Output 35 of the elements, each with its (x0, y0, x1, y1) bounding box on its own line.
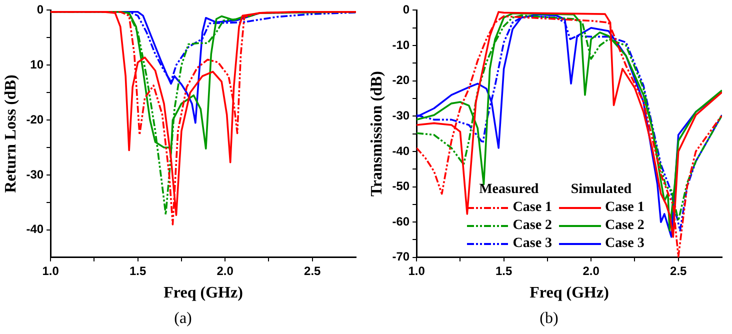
y-tick-label: 0 (402, 2, 410, 17)
legend-label: Case 1 (512, 199, 552, 218)
x-tick-label: 2.0 (582, 264, 600, 278)
annotation: Measured (478, 181, 540, 200)
x-tick-label: 1.0 (408, 264, 426, 278)
y-tick-label: -60 (392, 214, 410, 228)
y-tick-label: -30 (392, 108, 410, 122)
y-tick-label: -20 (26, 112, 44, 126)
legend-label: Case 1 (605, 199, 644, 218)
y-axis-title: Transmission (dB) (368, 71, 386, 197)
x-tick-label: 1.0 (42, 264, 60, 278)
text: (a) (173, 310, 193, 328)
y-tick-label: -20 (392, 73, 410, 88)
legend-label: Case 3 (512, 235, 552, 254)
x-tick-label: 2.0 (216, 264, 234, 278)
y-tick-label: 10 (30, 57, 44, 72)
y-tick-label: -70 (392, 250, 410, 264)
y-tick-label: -10 (392, 38, 410, 52)
y-tick-label: -40 (392, 144, 410, 158)
legend-label: Case 2 (512, 217, 552, 236)
y-tick-label: -40 (26, 222, 44, 236)
legend-label: Case 2 (605, 217, 644, 236)
y-axis-title: Return Loss (dB) (2, 74, 20, 193)
y-tick-label: -30 (26, 167, 44, 182)
legend-label: Case 3 (605, 235, 644, 254)
y-tick-label: -50 (392, 179, 410, 194)
annotation: Simulated (570, 181, 633, 200)
y-tick-label: 0 (36, 2, 44, 17)
x-tick-label: 1.5 (495, 264, 512, 278)
text: (b) (538, 310, 560, 328)
x-tick-label: 2.5 (304, 264, 322, 278)
x-tick-label: 1.5 (129, 264, 146, 278)
x-axis-title: Freq (GHz) (164, 284, 243, 302)
x-axis-title: Freq (GHz) (530, 284, 609, 302)
x-tick-label: 2.5 (670, 264, 688, 278)
